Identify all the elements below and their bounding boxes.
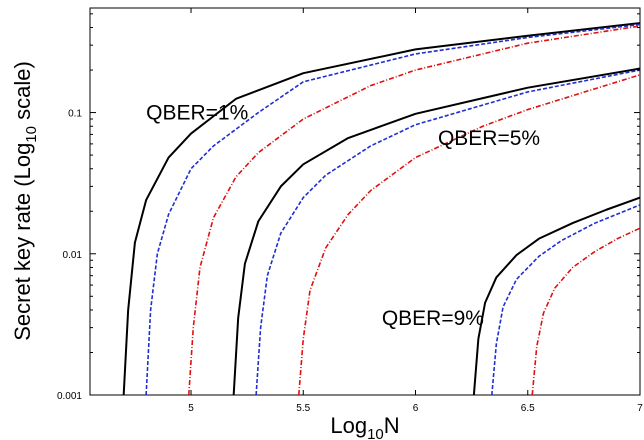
plot-frame xyxy=(89,7,641,396)
curves-layer xyxy=(122,22,640,395)
series-line-8-dashed xyxy=(491,204,640,395)
series-line-3-dashdot xyxy=(187,25,640,395)
series-line-7-solid xyxy=(472,196,640,395)
annotation-2: QBER=5% xyxy=(438,127,540,150)
series-line-1-solid xyxy=(122,22,640,395)
x-axis-title: Log10N xyxy=(330,413,399,440)
y-axis-title: Secret key rate (Log10 scale) xyxy=(10,61,40,341)
x-tick-label: 5.5 xyxy=(296,403,310,414)
y-tick-label: 0.1 xyxy=(68,109,82,120)
annotation-1: QBER=1% xyxy=(146,102,248,125)
annotation-3: QBER=9% xyxy=(382,307,484,330)
ticks-layer: 5 5.5 6 6.5 7 0.001 0.01 0.1 xyxy=(57,8,643,414)
series-line-5-dashed xyxy=(255,69,640,395)
series-line-2-dashed xyxy=(145,23,640,395)
x-tick-label: 5 xyxy=(188,403,194,414)
y-tick-label: 0.001 xyxy=(57,391,82,402)
series-line-4-solid xyxy=(232,67,640,395)
series-line-6-dashdot xyxy=(297,74,640,395)
y-tick-label: 0.01 xyxy=(63,250,83,261)
x-tick-label: 6 xyxy=(413,403,419,414)
x-tick-label: 6.5 xyxy=(521,403,535,414)
x-tick-label: 7 xyxy=(637,403,643,414)
annotations-layer: QBER=1% QBER=5% QBER=9% xyxy=(146,102,540,331)
series-line-9-dashdot xyxy=(531,227,640,395)
